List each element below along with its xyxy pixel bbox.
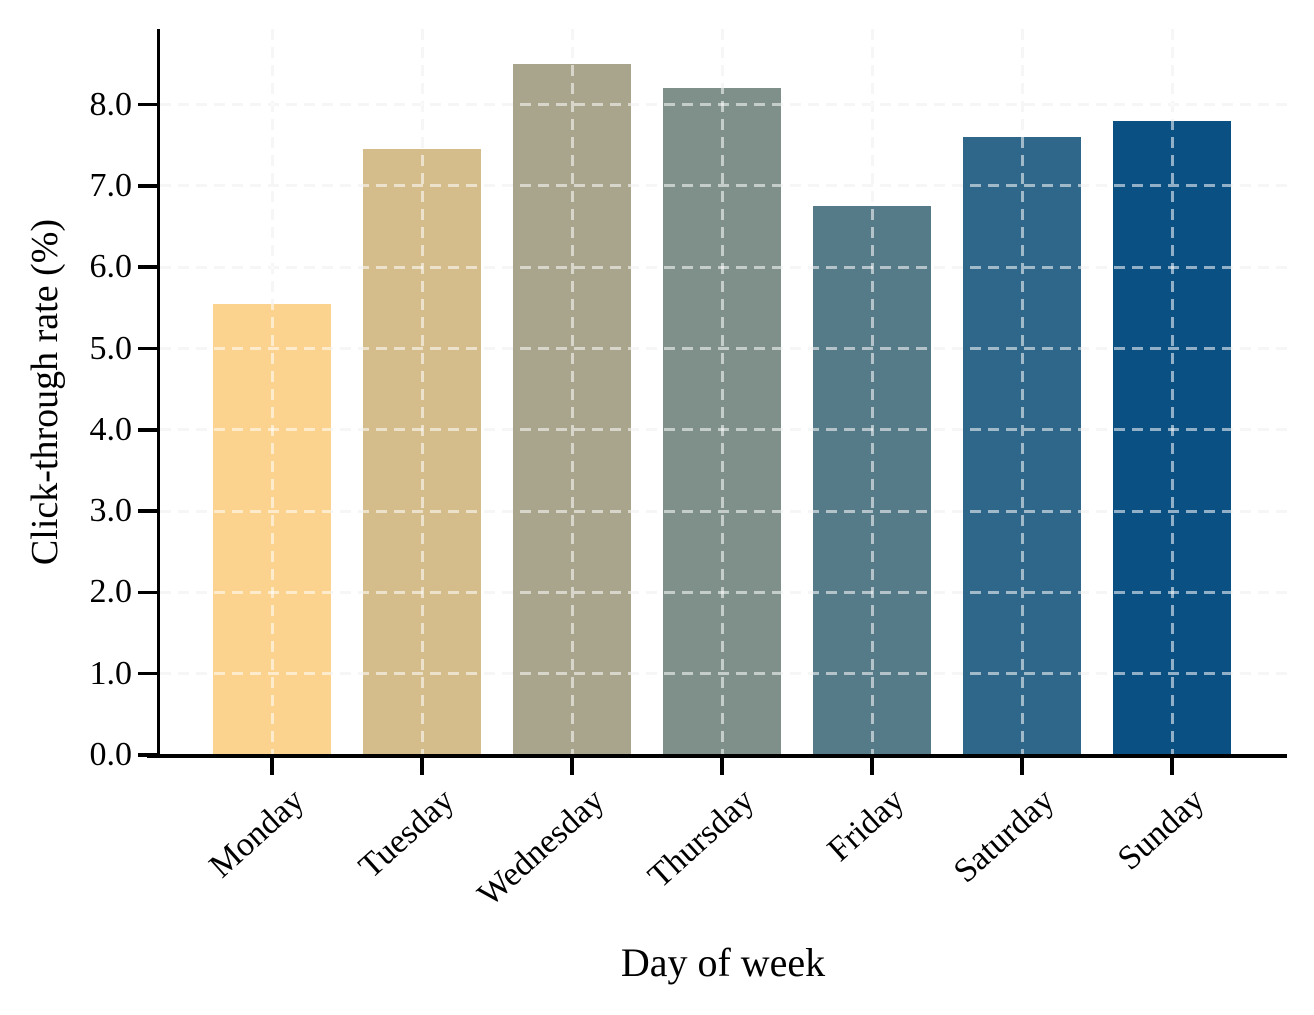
y-tick — [138, 102, 157, 107]
bar-friday — [813, 206, 931, 755]
x-tick — [270, 756, 274, 775]
x-tick — [870, 756, 874, 775]
y-axis-spine — [156, 29, 160, 758]
y-tick — [138, 753, 157, 757]
y-tick — [138, 184, 157, 188]
y-tick-label: 0.0 — [89, 736, 133, 773]
y-tick-label: 6.0 — [89, 248, 133, 286]
y-tick — [138, 509, 157, 513]
y-tick-label: 8.0 — [89, 85, 133, 123]
y-tick-label: 7.0 — [89, 166, 133, 204]
plot-area — [160, 29, 1287, 755]
y-tick — [138, 428, 157, 432]
bar-thursday — [663, 88, 781, 755]
bar-tuesday — [363, 149, 481, 755]
y-tick — [138, 671, 157, 676]
y-tick — [138, 265, 157, 269]
x-tick — [1170, 756, 1174, 775]
x-tick — [1020, 756, 1024, 775]
y-tick-label: 3.0 — [89, 492, 133, 530]
x-tick — [420, 756, 424, 775]
y-tick — [138, 590, 157, 595]
y-tick-label: 2.0 — [89, 573, 133, 611]
x-tick — [720, 756, 724, 775]
y-tick-label: 4.0 — [89, 410, 133, 448]
x-axis-spine — [147, 753, 1287, 758]
x-tick — [570, 756, 574, 775]
bar-monday — [213, 303, 331, 755]
y-tick — [138, 346, 157, 351]
bar-wednesday — [513, 63, 631, 755]
y-tick-label: 5.0 — [89, 329, 133, 367]
bar-saturday — [963, 137, 1081, 755]
x-axis-label: Day of week — [620, 940, 826, 985]
bar-sunday — [1113, 120, 1231, 755]
y-tick-label: 1.0 — [89, 654, 133, 692]
